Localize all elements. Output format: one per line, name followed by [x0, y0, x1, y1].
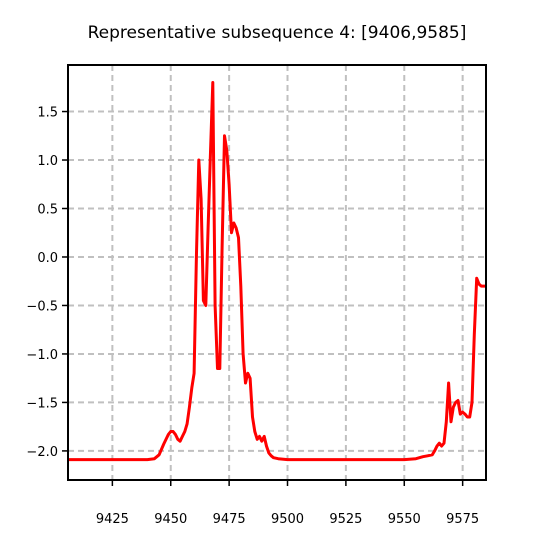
y-tick-label: −1.0: [26, 348, 58, 363]
y-tick-label: 0.0: [37, 251, 58, 266]
x-tick-label: 9450: [154, 512, 187, 527]
y-tick-label: −1.5: [26, 396, 58, 411]
y-tick-label: 1.0: [37, 154, 58, 169]
x-tick-label: 9575: [446, 512, 479, 527]
y-tick-label: −0.5: [26, 299, 58, 314]
x-tick-label: 9425: [96, 512, 129, 527]
x-tick-label: 9525: [329, 512, 362, 527]
grid: [68, 65, 486, 480]
x-tick-label: 9500: [271, 512, 304, 527]
y-tick-label: −2.0: [26, 445, 58, 460]
y-axis: 1.5 1.0 0.5 0.0 −0.5 −1.0 −1.5 −2.0: [26, 106, 68, 460]
y-tick-label: 1.5: [37, 106, 58, 121]
x-tick-label: 9550: [388, 512, 421, 527]
series-line: [68, 81, 486, 462]
series-layer: [68, 81, 486, 462]
x-tick-label: 9475: [213, 512, 246, 527]
chart-title: Representative subsequence 4: [9406,9585…: [88, 23, 467, 43]
y-tick-label: 0.5: [37, 203, 58, 218]
plot-frame: [67, 64, 487, 481]
x-axis: 9425 9450 9475 9500 9525 9550 9575: [96, 480, 479, 527]
